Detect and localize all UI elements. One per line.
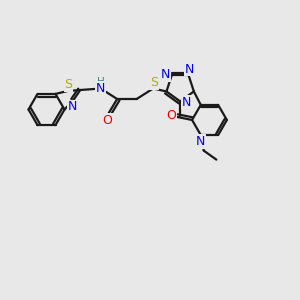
Text: N: N — [182, 95, 191, 109]
Text: N: N — [96, 82, 105, 95]
Text: H: H — [97, 77, 104, 87]
Text: N: N — [68, 100, 77, 113]
Text: N: N — [185, 63, 194, 76]
Text: O: O — [103, 113, 112, 127]
Text: N: N — [196, 135, 205, 148]
Text: S: S — [64, 78, 72, 92]
Text: N: N — [161, 68, 170, 81]
Text: O: O — [166, 109, 176, 122]
Text: S: S — [150, 76, 158, 89]
